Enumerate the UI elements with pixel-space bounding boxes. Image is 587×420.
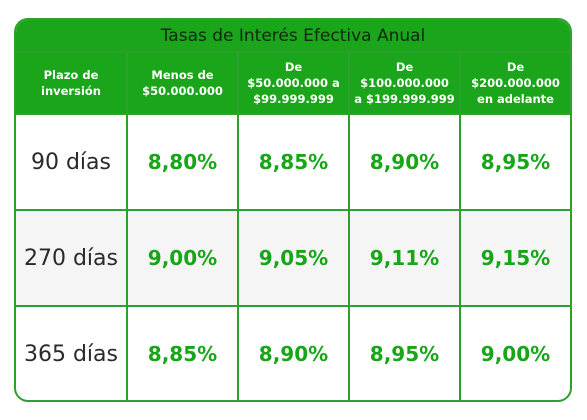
table-row: 270 días 9,00% 9,05% 9,11% 9,15%	[16, 209, 570, 307]
term-cell: 365 días	[16, 305, 128, 400]
header-line: $99.999.999	[253, 92, 334, 106]
header-line: a $199.999.999	[354, 92, 455, 106]
header-line: $200.000.000	[471, 76, 560, 90]
rate-cell: 8,95%	[459, 113, 570, 211]
header-line: Menos de	[151, 68, 214, 82]
rate-cell: 8,90%	[237, 305, 350, 400]
header-line: De	[395, 60, 414, 74]
rate-cell: 9,11%	[348, 209, 461, 307]
header-line: $50.000.000 a	[247, 76, 340, 90]
header-line: De	[284, 60, 303, 74]
header-line: $50.000.000	[142, 84, 223, 98]
header-tier-3: De $100.000.000 a $199.999.999	[348, 53, 461, 115]
table-row: 90 días 8,80% 8,85% 8,90% 8,95%	[16, 113, 570, 211]
header-term: Plazo de inversión	[16, 53, 128, 115]
table-title: Tasas de Interés Efectiva Anual	[16, 20, 570, 53]
rate-cell: 9,00%	[126, 209, 239, 307]
header-tier-2: De $50.000.000 a $99.999.999	[237, 53, 350, 115]
header-line: De	[506, 60, 525, 74]
term-cell: 270 días	[16, 209, 128, 307]
header-row: Plazo de inversión Menos de $50.000.000 …	[16, 53, 570, 115]
rate-cell: 9,00%	[459, 305, 570, 400]
term-cell: 90 días	[16, 113, 128, 211]
header-line: en adelante	[477, 92, 554, 106]
header-line: inversión	[41, 84, 101, 98]
rate-cell: 8,85%	[126, 305, 239, 400]
rate-cell: 9,05%	[237, 209, 350, 307]
table-row: 365 días 8,85% 8,90% 8,95% 9,00%	[16, 305, 570, 400]
rate-cell: 8,95%	[348, 305, 461, 400]
rates-table-card: Tasas de Interés Efectiva Anual Plazo de…	[14, 18, 572, 402]
rate-cell: 8,80%	[126, 113, 239, 211]
rates-table: Plazo de inversión Menos de $50.000.000 …	[16, 53, 570, 400]
rate-cell: 8,90%	[348, 113, 461, 211]
header-tier-1: Menos de $50.000.000	[126, 53, 239, 115]
rate-cell: 8,85%	[237, 113, 350, 211]
header-line: Plazo de	[43, 68, 99, 82]
rate-cell: 9,15%	[459, 209, 570, 307]
header-tier-4: De $200.000.000 en adelante	[459, 53, 570, 115]
header-line: $100.000.000	[360, 76, 449, 90]
